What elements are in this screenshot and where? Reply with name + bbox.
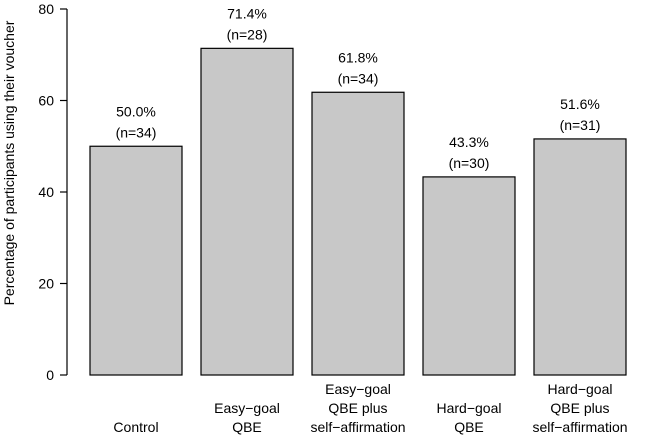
data-label: 51.6% [560, 96, 600, 112]
bar [533, 138, 627, 376]
x-category-label: QBE plus [328, 400, 387, 416]
data-labels: 50.0% (n=34) 71.4% (n=28) 61.8% (n=34) 43.3% (n… [116, 5, 601, 171]
bar [89, 145, 183, 376]
y-tick-label: 20 [38, 276, 54, 292]
y-tick-label: 80 [38, 1, 54, 17]
bar [422, 176, 516, 376]
x-category-label: Easy−goal [325, 381, 391, 397]
y-axis-label: Percentage of participants using their v… [1, 20, 17, 305]
bar [311, 91, 405, 376]
data-label: 43.3% [449, 134, 489, 150]
x-category-label: QBE [454, 419, 484, 435]
bar [200, 47, 294, 376]
data-label: (n=34) [338, 70, 379, 86]
x-category-label: Hard−goal [437, 400, 502, 416]
y-tick-label: 60 [38, 93, 54, 109]
x-category-label: Control [113, 419, 158, 435]
y-tick-label: 0 [46, 367, 54, 383]
data-label: 71.4% [227, 5, 267, 21]
x-category-label: Easy−goal [214, 400, 280, 416]
x-category-label: QBE plus [550, 400, 609, 416]
data-label: (n=28) [227, 26, 268, 42]
y-axis: 0 20 40 60 80 [38, 1, 68, 383]
x-category-label: QBE [232, 419, 262, 435]
y-tick-label: 40 [38, 184, 54, 200]
data-label: 61.8% [338, 49, 378, 65]
category-labels: Control Easy−goal QBE Easy−goal QBE plus self… [113, 381, 627, 435]
x-category-label: self−affirmation [532, 419, 627, 435]
x-category-label: Hard−goal [548, 381, 613, 397]
data-label: (n=34) [116, 124, 157, 140]
data-label: (n=31) [560, 117, 601, 133]
data-label: (n=30) [449, 155, 490, 171]
bars [89, 47, 627, 376]
x-category-label: self−affirmation [310, 419, 405, 435]
data-label: 50.0% [116, 103, 156, 119]
